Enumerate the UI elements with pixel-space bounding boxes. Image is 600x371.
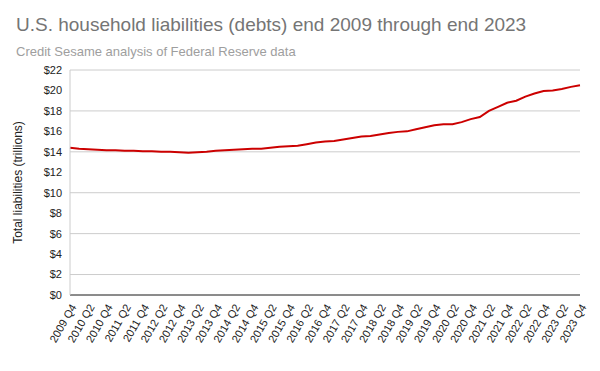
svg-text:2011 Q2: 2011 Q2 bbox=[102, 301, 134, 344]
svg-text:2013 Q4: 2013 Q4 bbox=[192, 301, 225, 345]
svg-text:2010 Q2: 2010 Q2 bbox=[65, 301, 97, 345]
svg-text:$0: $0 bbox=[50, 289, 62, 301]
svg-text:2012 Q2: 2012 Q2 bbox=[138, 301, 170, 345]
svg-text:$4: $4 bbox=[50, 248, 62, 260]
svg-text:2021 Q2: 2021 Q2 bbox=[465, 301, 498, 345]
svg-text:2009 Q4: 2009 Q4 bbox=[47, 301, 79, 345]
svg-text:Total liabilities (trillions): Total liabilities (trillions) bbox=[11, 121, 25, 244]
svg-text:2019 Q2: 2019 Q2 bbox=[393, 301, 425, 345]
svg-text:2012 Q4: 2012 Q4 bbox=[156, 301, 188, 345]
html-text:U.S. household liabilities (de: U.S. household liabilities (debts) end 2… bbox=[16, 14, 527, 35]
svg-text:$20: $20 bbox=[44, 84, 62, 96]
svg-text:2015 Q4: 2015 Q4 bbox=[265, 301, 298, 345]
svg-text:2023 Q4: 2023 Q4 bbox=[557, 302, 588, 345]
svg-text:2014 Q4: 2014 Q4 bbox=[229, 301, 261, 345]
svg-text:2013 Q2: 2013 Q2 bbox=[174, 301, 206, 345]
svg-text:$6: $6 bbox=[50, 228, 62, 240]
svg-text:2020 Q2: 2020 Q2 bbox=[429, 301, 461, 345]
svg-text:2011 Q4: 2011 Q4 bbox=[120, 301, 152, 344]
svg-text:2016 Q2: 2016 Q2 bbox=[283, 301, 316, 345]
svg-text:2022 Q4: 2022 Q4 bbox=[520, 301, 553, 345]
svg-text:2022 Q2: 2022 Q2 bbox=[502, 301, 534, 345]
svg-text:$16: $16 bbox=[44, 125, 62, 137]
svg-text:2014 Q2: 2014 Q2 bbox=[210, 301, 243, 345]
svg-text:2018 Q4: 2018 Q4 bbox=[374, 301, 407, 345]
svg-text:$2: $2 bbox=[50, 268, 62, 280]
svg-text:2010 Q4: 2010 Q4 bbox=[83, 301, 115, 345]
svg-text:$18: $18 bbox=[44, 105, 62, 117]
svg-text:2023 Q2: 2023 Q2 bbox=[538, 301, 571, 345]
svg-text:2019 Q4: 2019 Q4 bbox=[411, 301, 443, 345]
svg-text:2016 Q4: 2016 Q4 bbox=[302, 301, 334, 345]
svg-text:2021 Q4: 2021 Q4 bbox=[484, 301, 516, 345]
html-text:Credit Sesame analysis of Fede: Credit Sesame analysis of Federal Reserv… bbox=[16, 44, 296, 59]
svg-text:$14: $14 bbox=[44, 146, 62, 158]
svg-text:$10: $10 bbox=[44, 187, 62, 199]
svg-text:2017 Q4: 2017 Q4 bbox=[338, 301, 370, 345]
svg-text:2017 Q2: 2017 Q2 bbox=[320, 301, 352, 345]
svg-text:$8: $8 bbox=[50, 207, 62, 219]
svg-text:$22: $22 bbox=[44, 64, 62, 76]
svg-text:2015 Q2: 2015 Q2 bbox=[247, 301, 279, 345]
svg-text:2018 Q2: 2018 Q2 bbox=[356, 301, 389, 345]
svg-text:2020 Q4: 2020 Q4 bbox=[447, 301, 480, 345]
svg-text:$12: $12 bbox=[44, 166, 62, 178]
